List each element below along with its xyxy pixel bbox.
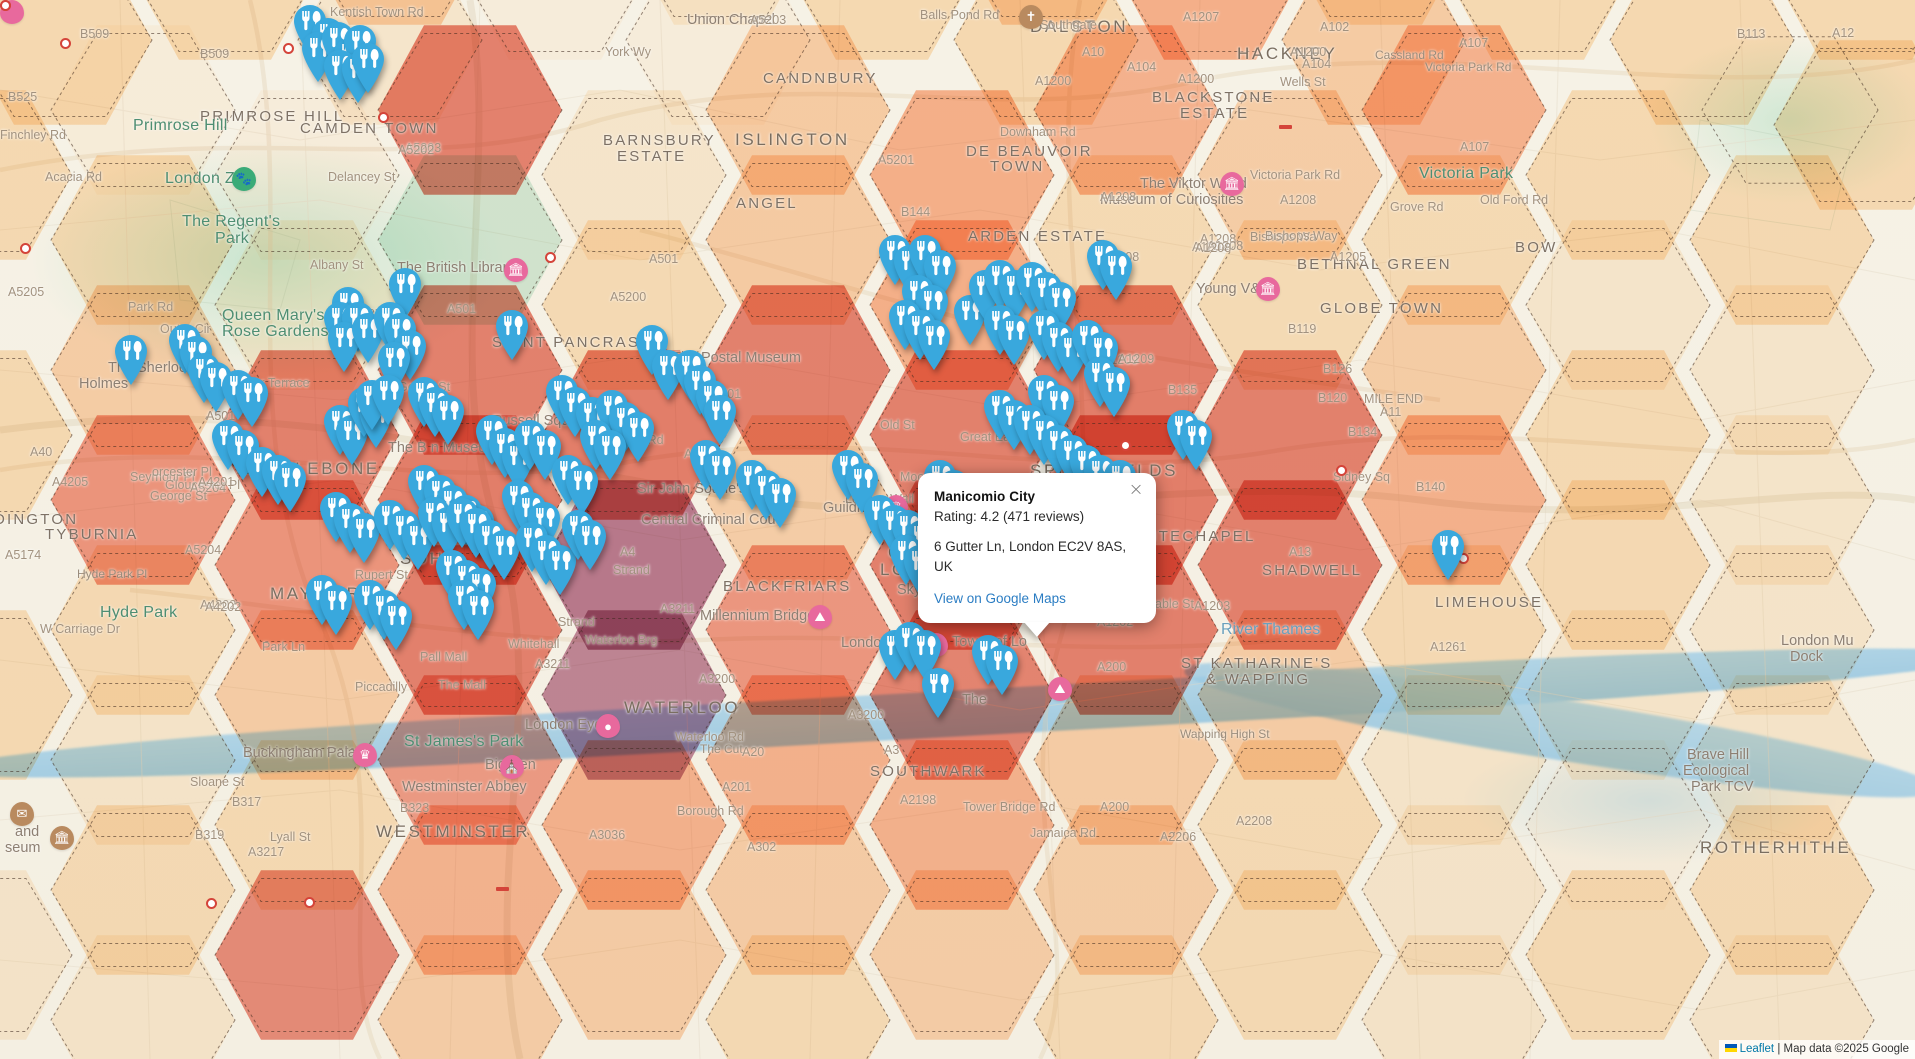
restaurant-marker[interactable] bbox=[1176, 418, 1216, 470]
attribution-separator: | bbox=[1774, 1043, 1784, 1055]
restaurant-marker[interactable] bbox=[700, 448, 740, 500]
hex-cell[interactable] bbox=[1526, 870, 1710, 1040]
restaurant-marker[interactable] bbox=[196, 360, 236, 412]
hex-cell[interactable] bbox=[542, 870, 726, 1040]
restaurant-marker[interactable] bbox=[562, 463, 602, 515]
hex-cell[interactable] bbox=[1034, 935, 1218, 1059]
hex-cell[interactable] bbox=[1362, 935, 1546, 1059]
restaurant-marker[interactable] bbox=[270, 460, 310, 512]
popup-place-title: Manicomio City bbox=[934, 489, 1036, 504]
restaurant-marker[interactable] bbox=[344, 511, 384, 563]
map-data-credit: Map data ©2025 Google bbox=[1783, 1043, 1909, 1055]
restaurant-marker[interactable] bbox=[918, 666, 958, 718]
hex-cell[interactable] bbox=[215, 870, 399, 1040]
restaurant-marker[interactable] bbox=[618, 410, 658, 462]
restaurant-marker[interactable] bbox=[914, 318, 954, 370]
restaurant-marker[interactable] bbox=[570, 518, 610, 570]
restaurant-marker[interactable] bbox=[492, 308, 532, 360]
restaurant-marker[interactable] bbox=[590, 428, 630, 480]
restaurant-marker[interactable] bbox=[111, 333, 151, 385]
map-attribution: Leaflet | Map data ©2025 Google bbox=[1718, 1040, 1915, 1059]
restaurant-marker[interactable] bbox=[994, 313, 1034, 365]
leaflet-link[interactable]: Leaflet bbox=[1739, 1043, 1775, 1055]
restaurant-marker[interactable] bbox=[232, 375, 272, 427]
popup-rating-line: Rating: 4.2 (471 reviews) bbox=[934, 508, 1085, 524]
restaurant-marker[interactable] bbox=[368, 373, 408, 425]
restaurant-marker[interactable] bbox=[982, 643, 1022, 695]
restaurant-marker[interactable] bbox=[428, 393, 468, 445]
place-info-popup[interactable]: × Manicomio City Rating: 4.2 (471 review… bbox=[918, 473, 1156, 637]
restaurant-marker[interactable] bbox=[760, 476, 800, 528]
hex-cell[interactable] bbox=[1198, 870, 1382, 1040]
hex-cell[interactable] bbox=[706, 935, 890, 1059]
restaurant-marker[interactable] bbox=[348, 41, 388, 93]
restaurant-marker[interactable] bbox=[1096, 248, 1136, 300]
popup-address: 6 Gutter Ln, London EC2V 8AS, UK bbox=[934, 539, 1127, 574]
ukraine-flag-icon bbox=[1724, 1043, 1737, 1052]
restaurant-marker[interactable] bbox=[905, 628, 945, 680]
restaurant-marker[interactable] bbox=[540, 543, 580, 595]
restaurant-marker[interactable] bbox=[484, 528, 524, 580]
close-icon[interactable]: × bbox=[1128, 479, 1144, 500]
popup-tip bbox=[1024, 621, 1050, 637]
restaurant-marker[interactable] bbox=[1094, 365, 1134, 417]
restaurant-marker[interactable] bbox=[316, 583, 356, 635]
restaurant-marker[interactable] bbox=[376, 598, 416, 650]
restaurant-marker[interactable] bbox=[458, 588, 498, 640]
hex-cell[interactable] bbox=[51, 935, 235, 1059]
view-on-google-maps-link[interactable]: View on Google Maps bbox=[934, 591, 1066, 607]
hex-cell[interactable] bbox=[870, 870, 1054, 1040]
restaurant-marker[interactable] bbox=[1428, 528, 1468, 580]
hex-cell[interactable] bbox=[378, 935, 562, 1059]
restaurant-marker[interactable] bbox=[700, 393, 740, 445]
